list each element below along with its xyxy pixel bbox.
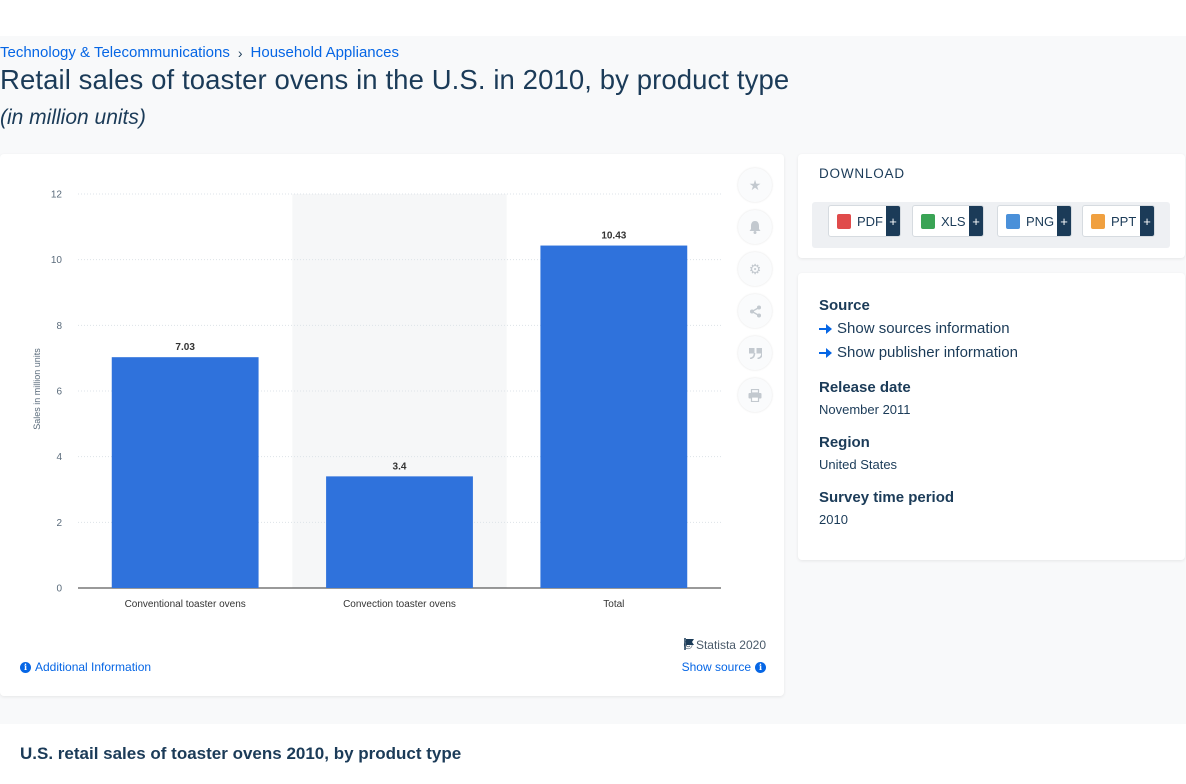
show-source-label: Show source xyxy=(681,660,751,674)
source-card: Source Show sources information Show pub… xyxy=(798,273,1185,560)
flag-icon[interactable] xyxy=(684,638,695,650)
breadcrumb-item-household-appliances[interactable]: Household Appliances xyxy=(250,44,399,61)
survey-period-heading: Survey time period xyxy=(819,489,955,506)
show-publisher-link[interactable]: Show publisher information xyxy=(819,344,1018,361)
xls-file-icon xyxy=(921,213,935,229)
additional-information-label: Additional Information xyxy=(35,660,152,674)
page-subtitle: (in million units) xyxy=(0,106,146,129)
x-tick-label: Conventional toaster ovens xyxy=(125,599,246,610)
share-icon xyxy=(749,305,761,317)
description-title: U.S. retail sales of toaster ovens 2010,… xyxy=(20,744,462,763)
y-tick-label: 2 xyxy=(56,518,62,529)
png-file-icon xyxy=(1006,213,1020,229)
show-sources-link[interactable]: Show sources information xyxy=(819,320,1010,337)
x-tick-label: Convection toaster ovens xyxy=(343,599,456,610)
plus-icon: + xyxy=(1057,206,1071,236)
download-xls-button[interactable]: XLS + xyxy=(912,205,984,237)
chart-tools: ★ ⚙ xyxy=(738,168,772,420)
show-publisher-label: Show publisher information xyxy=(837,344,1018,361)
show-sources-label: Show sources information xyxy=(837,320,1010,337)
plus-icon: + xyxy=(886,206,900,236)
print-button[interactable] xyxy=(738,378,772,412)
notification-button[interactable] xyxy=(738,210,772,244)
favorite-button[interactable]: ★ xyxy=(738,168,772,202)
region-value: United States xyxy=(819,457,898,472)
arrow-right-icon xyxy=(819,347,832,358)
download-pdf-button[interactable]: PDF + xyxy=(828,205,901,237)
copyright-notice: © Statista 2020 xyxy=(684,638,766,652)
additional-information-link[interactable]: i Additional Information xyxy=(20,660,151,674)
settings-button[interactable]: ⚙ xyxy=(738,252,772,286)
arrow-right-icon xyxy=(819,323,832,334)
download-card: DOWNLOAD PDF + XLS + PNG + PPT + xyxy=(798,154,1185,258)
download-buttons: PDF + XLS + PNG + PPT + xyxy=(812,202,1170,248)
plus-icon: + xyxy=(1140,206,1154,236)
copyright-text: © Statista 2020 xyxy=(683,638,766,652)
download-ppt-button[interactable]: PPT + xyxy=(1082,205,1155,237)
download-png-button[interactable]: PNG + xyxy=(997,205,1072,237)
data-label: 7.03 xyxy=(175,342,195,353)
ppt-file-icon xyxy=(1091,213,1105,229)
info-icon: i xyxy=(20,661,31,673)
share-button[interactable] xyxy=(738,294,772,328)
bell-icon xyxy=(749,221,761,234)
cite-button[interactable] xyxy=(738,336,772,370)
show-source-link[interactable]: Show source i xyxy=(682,660,766,674)
bar-chart: 0 2 4 6 8 10 12 7.03 Conventional toaster ovens 3… xyxy=(32,190,721,610)
download-pdf-label: PDF xyxy=(857,213,883,229)
release-date-value: November 2011 xyxy=(819,402,911,417)
y-tick-label: 4 xyxy=(56,452,62,463)
release-date-heading: Release date xyxy=(819,379,911,396)
download-ppt-label: PPT xyxy=(1111,213,1137,229)
x-tick-label: Total xyxy=(603,599,624,610)
print-icon xyxy=(748,388,762,402)
description-card: U.S. retail sales of toaster ovens 2010,… xyxy=(0,724,1186,784)
y-tick-label: 10 xyxy=(51,255,63,266)
pdf-file-icon xyxy=(837,213,851,229)
top-navigation-bar xyxy=(0,0,1186,36)
bar-1[interactable] xyxy=(326,476,473,588)
page-title: Retail sales of toaster ovens in the U.S… xyxy=(0,64,790,95)
download-heading: DOWNLOAD xyxy=(819,166,905,181)
star-icon: ★ xyxy=(748,176,762,193)
download-png-label: PNG xyxy=(1026,213,1055,229)
download-xls-label: XLS xyxy=(941,213,966,229)
y-axis-title: Sales in million units xyxy=(32,348,42,430)
data-label: 3.4 xyxy=(393,461,407,472)
breadcrumb: Technology & Telecommunications › Househ… xyxy=(0,44,399,61)
y-tick-label: 6 xyxy=(56,387,62,398)
y-tick-label: 0 xyxy=(56,584,62,595)
y-tick-label: 12 xyxy=(51,190,63,201)
info-icon: i xyxy=(755,661,766,673)
bar-0[interactable] xyxy=(111,357,259,588)
gear-icon: ⚙ xyxy=(748,260,762,277)
region-heading: Region xyxy=(819,434,870,451)
bar-2[interactable] xyxy=(540,245,688,588)
breadcrumb-item-technology[interactable]: Technology & Telecommunications xyxy=(0,44,230,61)
breadcrumb-separator: › xyxy=(237,44,243,61)
plus-icon: + xyxy=(969,206,983,236)
chart-card: 0 2 4 6 8 10 12 7.03 Conventional toaster ovens 3… xyxy=(0,154,784,696)
y-tick-label: 8 xyxy=(56,321,62,332)
data-label: 10.43 xyxy=(601,231,626,242)
source-heading: Source xyxy=(819,297,870,314)
quote-icon xyxy=(748,347,762,359)
survey-period-value: 2010 xyxy=(819,512,848,527)
